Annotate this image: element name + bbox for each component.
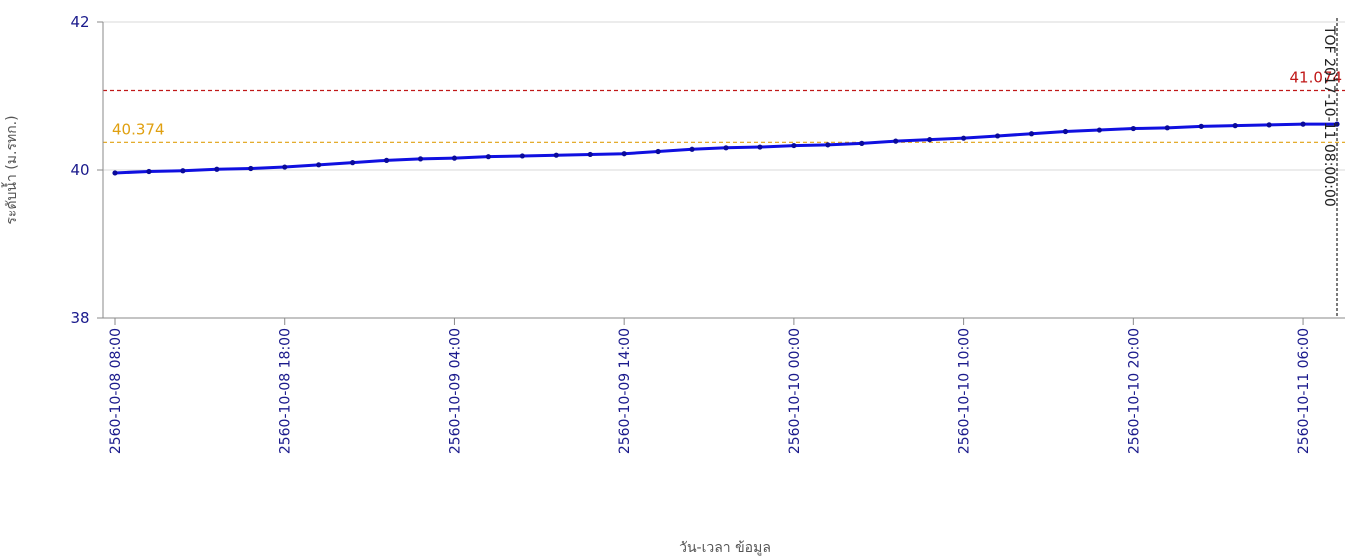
data-point bbox=[146, 168, 152, 175]
data-point bbox=[1232, 123, 1238, 129]
x-tick-labels: 2560-10-08 08:00 2560-10-08 18:00 2560-10-… bbox=[108, 318, 1312, 454]
x-tick-label: 2560-10-11 06:00 bbox=[1296, 328, 1312, 454]
x-tick-label: 2560-10-08 18:00 bbox=[278, 328, 294, 454]
data-point bbox=[961, 135, 967, 141]
data-point bbox=[655, 148, 661, 155]
plot-area: 41.074 40.374 TOF 2017-10-11 08:00:00 bbox=[102, 18, 1345, 319]
data-point bbox=[723, 145, 729, 151]
data-point bbox=[689, 146, 695, 152]
y-tick-labels: 38 40 42 bbox=[70, 13, 103, 327]
x-tick-label: 2560-10-09 04:00 bbox=[447, 328, 463, 454]
data-point bbox=[927, 137, 933, 143]
series-group bbox=[112, 121, 1340, 176]
data-point bbox=[893, 138, 899, 144]
y-tick-label: 38 bbox=[70, 309, 89, 327]
data-point bbox=[587, 151, 593, 158]
data-point bbox=[214, 166, 220, 172]
data-point bbox=[316, 162, 322, 168]
x-tick-label: 2560-10-10 00:00 bbox=[787, 328, 803, 454]
x-tick-label: 2560-10-10 10:00 bbox=[957, 328, 973, 454]
data-point bbox=[791, 142, 797, 149]
x-tick-label: 2560-10-09 14:00 bbox=[617, 328, 633, 454]
y-tick-label: 40 bbox=[70, 161, 89, 179]
data-point bbox=[825, 142, 831, 148]
data-point bbox=[350, 160, 356, 166]
reference-lines: 41.074 40.374 bbox=[103, 69, 1345, 143]
data-point bbox=[112, 170, 118, 176]
time-marker: TOF 2017-10-11 08:00:00 bbox=[1321, 18, 1338, 318]
data-point bbox=[485, 154, 491, 160]
x-tick-label: 2560-10-10 20:00 bbox=[1126, 328, 1142, 454]
data-point bbox=[417, 156, 424, 162]
data-point bbox=[451, 155, 458, 161]
data-point bbox=[1300, 121, 1306, 127]
data-point bbox=[519, 153, 525, 159]
data-point bbox=[994, 133, 1001, 139]
reference-line-label: 40.374 bbox=[112, 120, 165, 138]
marker-label: TOF 2017-10-11 08:00:00 bbox=[1321, 25, 1337, 207]
data-point bbox=[1062, 128, 1069, 135]
data-point bbox=[1198, 123, 1204, 129]
y-axis-title: ระดับน้ำ (ม.รทก.) bbox=[1, 115, 20, 224]
x-axis-title: วัน-เวลา ข้อมูล bbox=[679, 540, 771, 556]
data-point bbox=[180, 168, 186, 174]
x-tick-label: 2560-10-08 08:00 bbox=[108, 328, 124, 454]
reference-line-label: 41.074 bbox=[1290, 69, 1343, 87]
data-point bbox=[1096, 127, 1102, 133]
data-point bbox=[282, 164, 288, 170]
data-point bbox=[859, 140, 865, 146]
data-point bbox=[621, 151, 627, 157]
data-point bbox=[1266, 122, 1272, 128]
data-point bbox=[1130, 125, 1136, 132]
data-point bbox=[383, 157, 390, 163]
data-point bbox=[1164, 125, 1170, 131]
data-point bbox=[1028, 131, 1035, 137]
data-point bbox=[553, 152, 559, 158]
data-point bbox=[757, 144, 763, 150]
y-tick-label: 42 bbox=[70, 13, 89, 31]
data-point bbox=[248, 165, 254, 172]
